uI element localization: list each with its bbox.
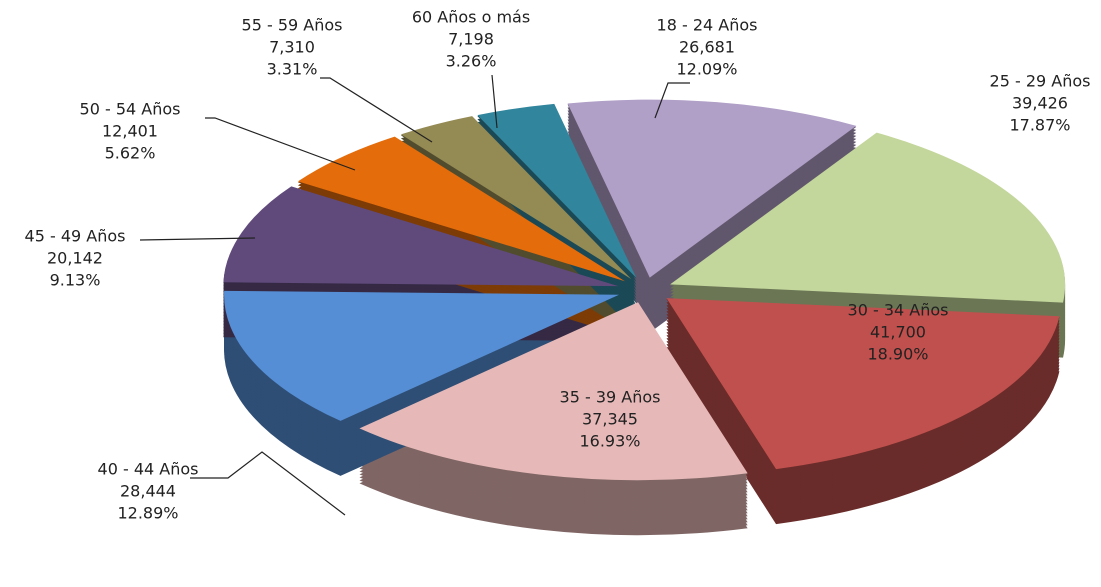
slice-label: 60 Años o más	[412, 8, 530, 27]
slice	[670, 132, 1066, 303]
leader-line	[654, 82, 690, 119]
slice	[224, 290, 620, 421]
value-label: 7,198	[448, 30, 494, 49]
percent-label: 12.89%	[117, 504, 178, 523]
percent-label: 3.26%	[446, 52, 497, 71]
leader-line	[190, 451, 346, 516]
slice-label: 50 - 54 Años	[80, 100, 181, 119]
percent-label: 16.93%	[579, 432, 640, 451]
percent-label: 17.87%	[1009, 116, 1070, 135]
value-label: 7,310	[269, 38, 315, 57]
percent-label: 3.31%	[267, 60, 318, 79]
slice-label: 40 - 44 Años	[98, 460, 199, 479]
percent-label: 5.62%	[105, 144, 156, 163]
slice	[400, 116, 632, 280]
slice	[359, 302, 748, 481]
leader-line	[491, 74, 498, 129]
percent-label: 9.13%	[50, 271, 101, 290]
percent-label: 12.09%	[676, 60, 737, 79]
leader-line	[205, 117, 356, 171]
slice	[223, 186, 619, 287]
value-label: 39,426	[1012, 94, 1068, 113]
leader-line	[320, 77, 433, 143]
slice	[477, 103, 637, 279]
slice-label: 45 - 49 Años	[25, 227, 126, 246]
leader-line	[139, 237, 256, 241]
slice-label: 35 - 39 Años	[560, 388, 661, 407]
value-label: 28,444	[120, 482, 176, 501]
value-label: 26,681	[679, 38, 735, 57]
slice-label: 25 - 29 Años	[990, 72, 1091, 91]
value-label: 41,700	[870, 323, 926, 342]
slice	[666, 298, 1060, 470]
value-label: 20,142	[47, 249, 103, 268]
slice-label: 30 - 34 Años	[848, 301, 949, 320]
slice-label: 18 - 24 Años	[657, 16, 758, 35]
value-label: 12,401	[102, 122, 158, 141]
slice	[567, 99, 857, 278]
slice-label: 55 - 59 Años	[242, 16, 343, 35]
percent-label: 18.90%	[867, 345, 928, 364]
value-label: 37,345	[582, 410, 638, 429]
slice	[297, 136, 625, 282]
